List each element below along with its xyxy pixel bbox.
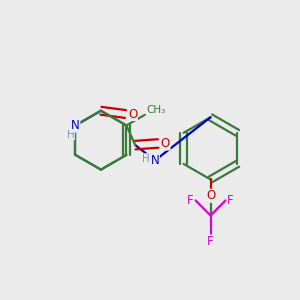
- Text: H: H: [67, 130, 74, 140]
- Text: N: N: [151, 154, 159, 167]
- Text: CH₃: CH₃: [146, 105, 166, 115]
- Text: N: N: [71, 119, 80, 132]
- Text: O: O: [128, 107, 137, 121]
- Text: F: F: [207, 235, 214, 248]
- Text: H: H: [142, 154, 150, 164]
- Text: O: O: [161, 137, 170, 150]
- Text: O: O: [206, 189, 215, 202]
- Text: F: F: [187, 194, 194, 207]
- Text: F: F: [227, 194, 234, 207]
